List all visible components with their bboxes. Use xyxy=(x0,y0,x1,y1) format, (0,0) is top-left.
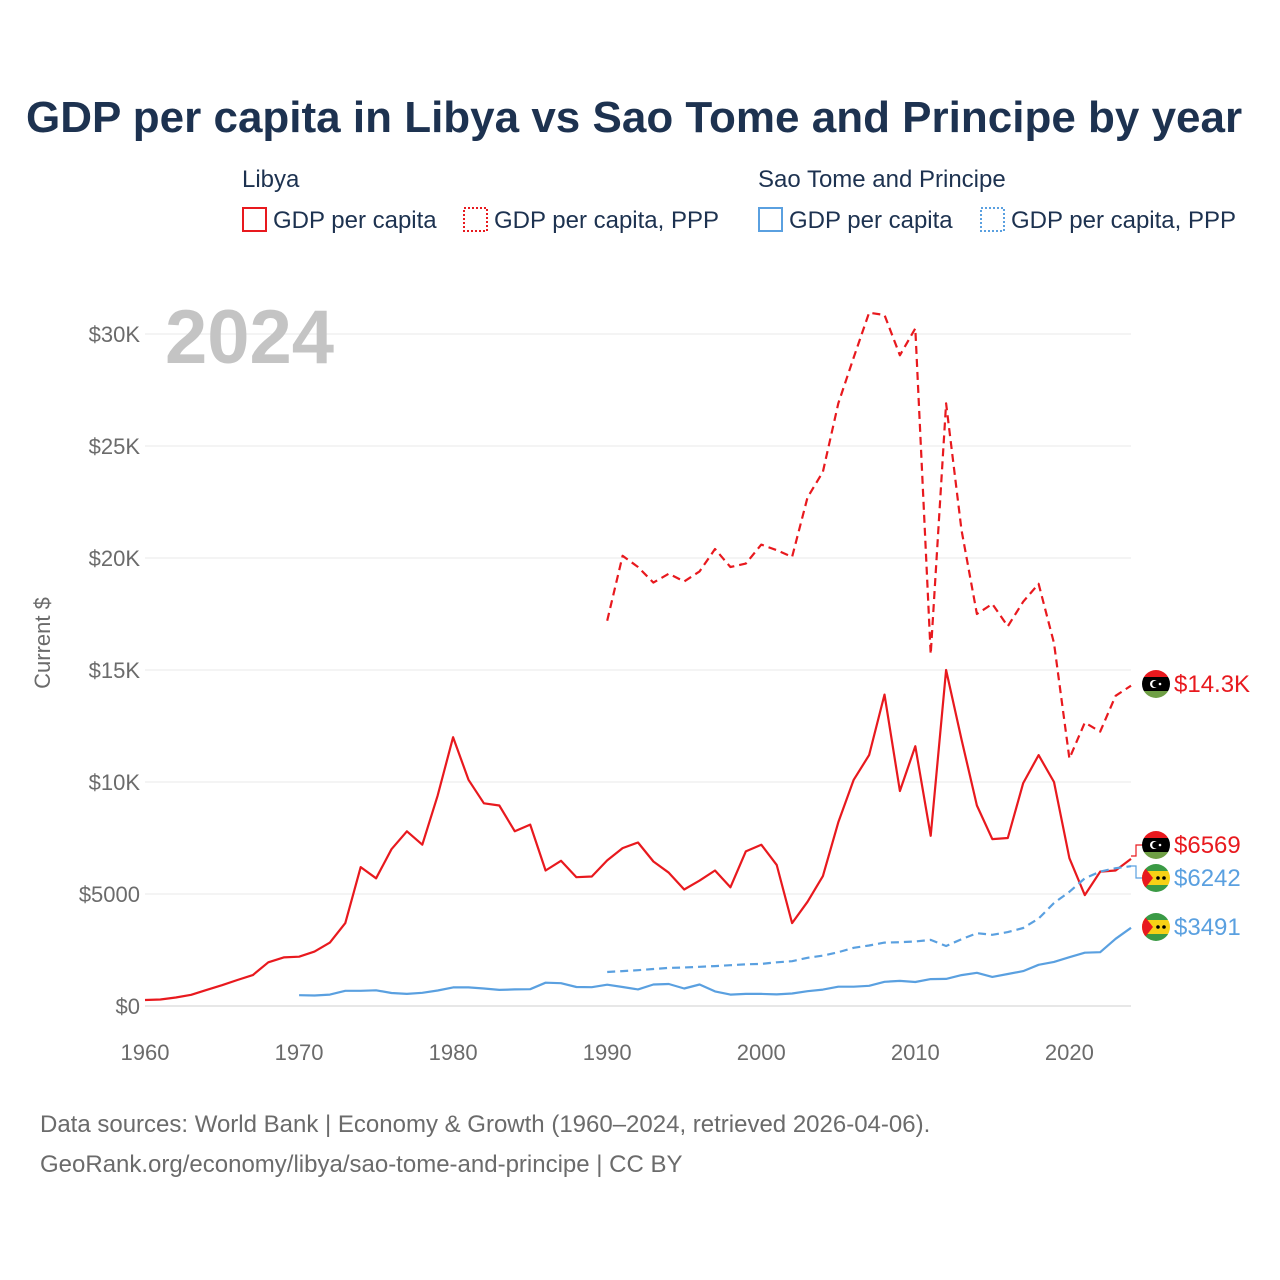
legend-swatch-stp-ppp xyxy=(980,207,1005,232)
legend-label-stp-ppp: GDP per capita, PPP xyxy=(1011,207,1236,234)
x-tick-label: 2000 xyxy=(737,1040,786,1065)
end-label-libya-gdp: $6569 xyxy=(1174,832,1241,859)
libya-flag-icon xyxy=(1142,670,1170,698)
series-line-3 xyxy=(607,865,1132,974)
y-axis-ticks: $0 $5000 $10K $15K $20K $25K $30K xyxy=(79,322,141,1019)
series-line-2 xyxy=(299,926,1132,997)
end-label-libya-ppp: $14.3K xyxy=(1174,671,1250,698)
y-tick-label: $25K xyxy=(89,434,141,459)
legend: Libya GDP per capita GDP per capita, PPP… xyxy=(242,166,1236,234)
legend-swatch-libya-ppp xyxy=(463,207,488,232)
y-tick-label: $30K xyxy=(89,322,141,347)
x-tick-label: 1990 xyxy=(583,1040,632,1065)
legend-group-libya: Libya xyxy=(242,166,300,193)
sao-tome-flag-icon xyxy=(1142,864,1170,892)
series-line-1 xyxy=(606,311,1132,760)
legend-group-stp: Sao Tome and Principe xyxy=(758,166,1006,193)
legend-swatch-stp-gdp xyxy=(758,207,783,232)
source-url: GeoRank.org/economy/libya/sao-tome-and-p… xyxy=(40,1151,683,1178)
x-tick-label: 1980 xyxy=(429,1040,478,1065)
libya-flag-icon xyxy=(1142,831,1170,859)
y-tick-label: $15K xyxy=(89,658,141,683)
x-tick-label: 2010 xyxy=(891,1040,940,1065)
x-tick-label: 2020 xyxy=(1045,1040,1094,1065)
y-axis-label: Current $ xyxy=(30,597,55,689)
y-tick-label: $0 xyxy=(116,994,140,1019)
series-line-0 xyxy=(144,668,1132,1002)
year-watermark: 2024 xyxy=(165,295,334,380)
legend-label-libya-ppp: GDP per capita, PPP xyxy=(494,207,719,234)
sao-tome-flag-icon xyxy=(1142,913,1170,941)
x-tick-label: 1970 xyxy=(275,1040,324,1065)
series-lines xyxy=(144,311,1132,1002)
end-label-connectors xyxy=(1131,844,1144,879)
y-tick-label: $10K xyxy=(89,770,141,795)
gridlines xyxy=(145,333,1131,1007)
legend-label-stp-gdp: GDP per capita xyxy=(789,207,953,234)
x-tick-label: 1960 xyxy=(121,1040,170,1065)
chart-title: GDP per capita in Libya vs Sao Tome and … xyxy=(26,93,1242,142)
end-label-stp-ppp: $6242 xyxy=(1174,865,1241,892)
y-tick-label: $20K xyxy=(89,546,141,571)
legend-label-libya-gdp: GDP per capita xyxy=(273,207,437,234)
end-label-stp-gdp: $3491 xyxy=(1174,914,1241,941)
y-tick-label: $5000 xyxy=(79,882,140,907)
legend-swatch-libya-gdp xyxy=(242,207,267,232)
x-axis-ticks: 1960 1970 1980 1990 2000 2010 2020 xyxy=(121,1040,1094,1065)
source-note: Data sources: World Bank | Economy & Gro… xyxy=(40,1111,930,1138)
